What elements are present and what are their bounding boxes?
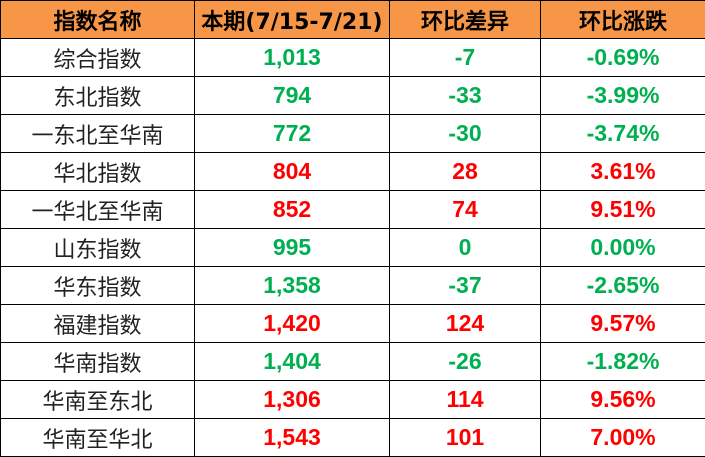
- index-name: 综合指数: [0, 38, 195, 77]
- diff-value: 114: [389, 380, 541, 419]
- pct-value: -3.74%: [540, 114, 705, 153]
- table-row: 华南至华北 1,543 101 7.00%: [0, 418, 705, 457]
- current-value: 995: [194, 228, 390, 267]
- current-value: 1,013: [194, 38, 390, 77]
- index-name: 华南至华北: [0, 418, 195, 457]
- table-row: 华北指数 804 28 3.61%: [0, 152, 705, 191]
- index-name: 一东北至华南: [0, 114, 195, 153]
- current-value: 1,404: [194, 342, 390, 381]
- index-name: 山东指数: [0, 228, 195, 267]
- table-row: 山东指数 995 0 0.00%: [0, 228, 705, 267]
- table-row: 华东指数 1,358 -37 -2.65%: [0, 266, 705, 305]
- table-row: 一东北至华南 772 -30 -3.74%: [0, 114, 705, 153]
- pct-value: 0.00%: [540, 228, 705, 267]
- diff-value: -30: [389, 114, 541, 153]
- table-row: 综合指数 1,013 -7 -0.69%: [0, 38, 705, 77]
- table-row: 东北指数 794 -33 -3.99%: [0, 76, 705, 115]
- diff-value: -33: [389, 76, 541, 115]
- diff-value: -7: [389, 38, 541, 77]
- diff-value: -37: [389, 266, 541, 305]
- current-value: 794: [194, 76, 390, 115]
- header-pct: 环比涨跌: [540, 0, 705, 39]
- pct-value: -1.82%: [540, 342, 705, 381]
- diff-value: -26: [389, 342, 541, 381]
- index-name: 东北指数: [0, 76, 195, 115]
- current-value: 772: [194, 114, 390, 153]
- pct-value: 9.56%: [540, 380, 705, 419]
- table-row: 一华北至华南 852 74 9.51%: [0, 190, 705, 229]
- header-row: 指数名称 本期(7/15-7/21) 环比差异 环比涨跌: [0, 0, 705, 39]
- pct-value: -2.65%: [540, 266, 705, 305]
- index-name: 华北指数: [0, 152, 195, 191]
- current-value: 852: [194, 190, 390, 229]
- index-name: 华南至东北: [0, 380, 195, 419]
- current-value: 1,358: [194, 266, 390, 305]
- pct-value: 9.57%: [540, 304, 705, 343]
- current-value: 1,306: [194, 380, 390, 419]
- header-name: 指数名称: [0, 0, 195, 39]
- current-value: 1,420: [194, 304, 390, 343]
- diff-value: 124: [389, 304, 541, 343]
- index-name: 一华北至华南: [0, 190, 195, 229]
- diff-value: 74: [389, 190, 541, 229]
- header-current: 本期(7/15-7/21): [194, 0, 390, 39]
- index-name: 华东指数: [0, 266, 195, 305]
- table-row: 华南至东北 1,306 114 9.56%: [0, 380, 705, 419]
- diff-value: 28: [389, 152, 541, 191]
- pct-value: -3.99%: [540, 76, 705, 115]
- diff-value: 0: [389, 228, 541, 267]
- pct-value: 3.61%: [540, 152, 705, 191]
- header-diff: 环比差异: [389, 0, 541, 39]
- table-row: 华南指数 1,404 -26 -1.82%: [0, 342, 705, 381]
- table-row: 福建指数 1,420 124 9.57%: [0, 304, 705, 343]
- index-name: 福建指数: [0, 304, 195, 343]
- current-value: 1,543: [194, 418, 390, 457]
- current-value: 804: [194, 152, 390, 191]
- diff-value: 101: [389, 418, 541, 457]
- pct-value: -0.69%: [540, 38, 705, 77]
- pct-value: 9.51%: [540, 190, 705, 229]
- index-name: 华南指数: [0, 342, 195, 381]
- pct-value: 7.00%: [540, 418, 705, 457]
